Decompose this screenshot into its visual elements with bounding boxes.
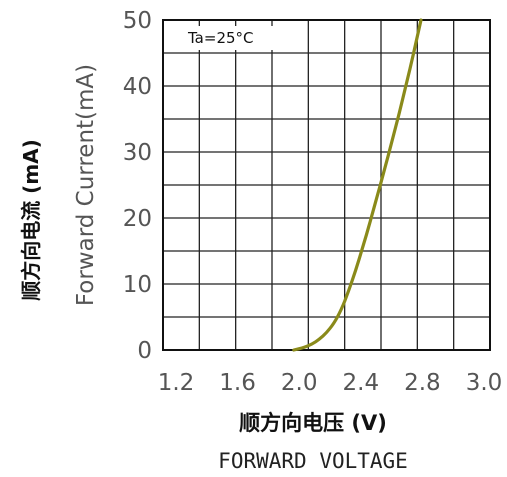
temperature-annotation: Ta=25°C	[187, 29, 254, 47]
grid	[163, 20, 490, 350]
y-axis-label-chinese: 顺方向电流 (mA)	[19, 139, 43, 301]
x-tick-labels: 1.2 1.6 2.0 2.4 2.8 3.0	[158, 370, 503, 396]
x-tick-label: 2.8	[404, 370, 441, 396]
plot-frame	[162, 19, 491, 351]
x-tick-label: 1.6	[219, 370, 256, 396]
y-tick-label: 50	[123, 8, 152, 34]
x-tick-label: 3.0	[466, 370, 503, 396]
annotation-box: Ta=25°C	[180, 26, 278, 50]
y-tick-label: 0	[137, 338, 152, 364]
y-tick-labels: 0 10 20 30 40 50	[123, 8, 152, 364]
y-tick-label: 10	[123, 272, 152, 298]
x-tick-label: 2.0	[281, 370, 318, 396]
x-axis-label-chinese: 顺方向电压 (V)	[239, 411, 387, 435]
forward-current-curve	[292, 18, 423, 352]
x-axis-label-english: FORWARD VOLTAGE	[218, 449, 408, 473]
y-tick-label: 30	[123, 140, 152, 166]
x-tick-label: 2.4	[343, 370, 380, 396]
x-tick-label: 1.2	[158, 370, 195, 396]
y-axis-label-english: Forward Current(mA)	[73, 64, 99, 306]
series-layer	[292, 18, 423, 352]
y-tick-label: 20	[123, 206, 152, 232]
y-tick-label: 40	[123, 74, 152, 100]
